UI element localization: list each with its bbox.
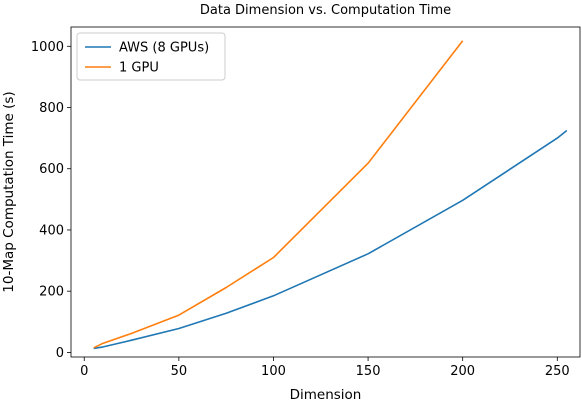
y-tick-label: 800 [39,101,64,116]
y-tick-label: 400 [39,223,64,238]
x-axis-ticks: 0 50 100 150 200 250 [80,357,570,379]
legend-box [76,32,226,81]
legend-label: AWS (8 GPUs) [119,41,209,56]
legend-label: 1 GPU [119,61,159,76]
x-axis-label: Dimension [290,387,362,402]
x-tick-label: 250 [545,364,570,379]
x-tick-label: 100 [261,364,286,379]
y-tick-label: 1000 [31,40,64,55]
x-tick-label: 200 [450,364,475,379]
series-layer [93,40,568,350]
y-axis-ticks: 0 200 400 600 800 1000 [31,40,71,361]
y-tick-label: 200 [39,285,64,300]
y-tick-label: 0 [56,346,64,361]
plot-area-frame [70,26,581,358]
x-tick-label: 0 [80,364,88,379]
x-tick-label: 150 [356,364,381,379]
legend: AWS (8 GPUs) 1 GPU [76,32,226,81]
series-line-2 [93,40,464,349]
y-tick-label: 600 [39,162,64,177]
y-axis-label: 10-Map Computation Time (s) [1,91,17,292]
series-line-1 [93,129,568,350]
chart-title: Data Dimension vs. Computation Time [200,3,451,18]
x-tick-label: 50 [171,364,188,379]
